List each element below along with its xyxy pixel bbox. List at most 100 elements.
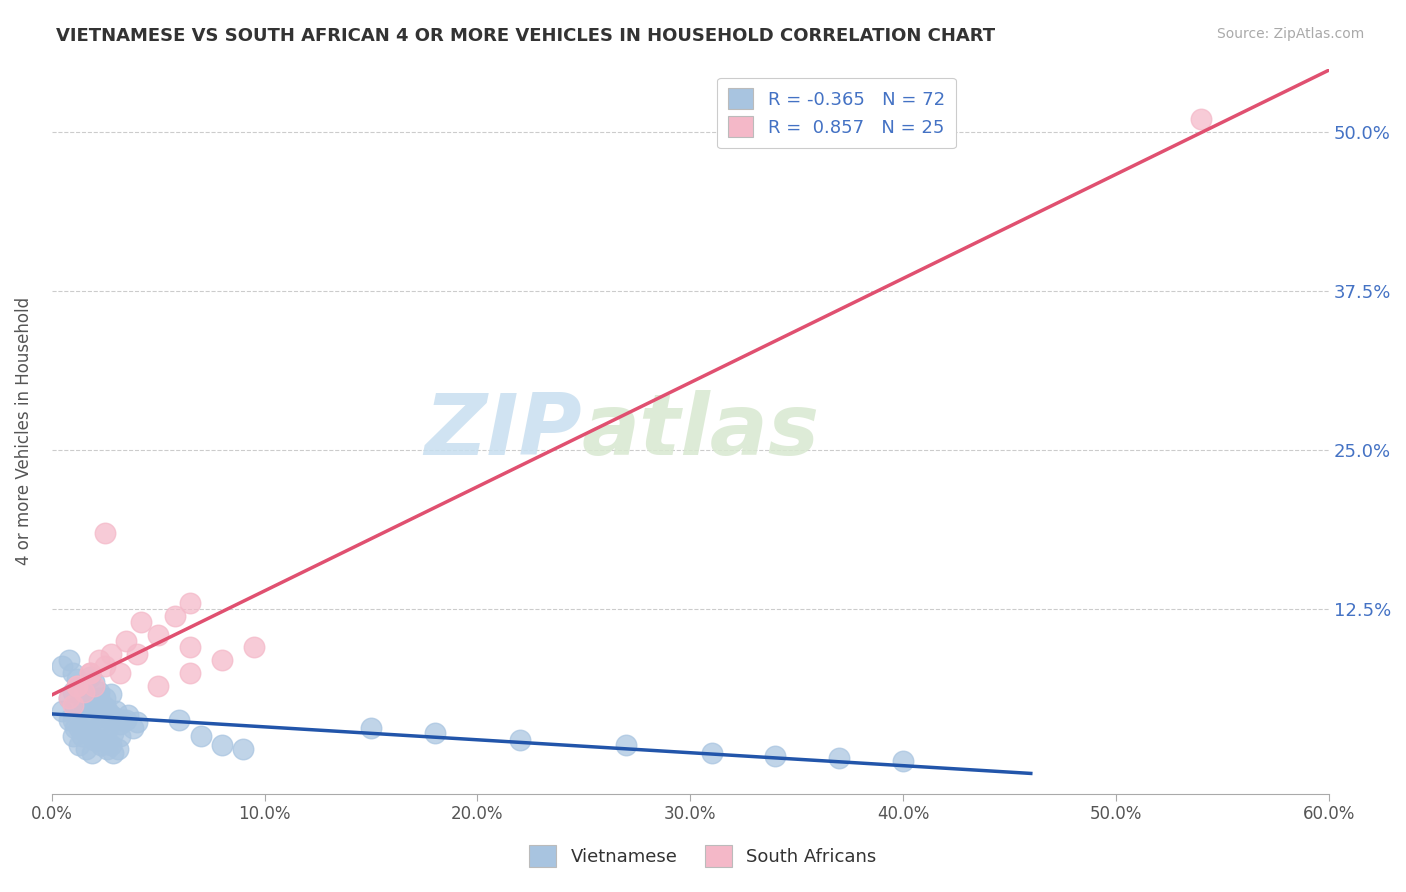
- Point: [125, 715, 148, 730]
- Point: [423, 725, 446, 739]
- Text: VIETNAMESE VS SOUTH AFRICAN 4 OR MORE VEHICLES IN HOUSEHOLD CORRELATION CHART: VIETNAMESE VS SOUTH AFRICAN 4 OR MORE VE…: [56, 27, 995, 45]
- Point: [125, 647, 148, 661]
- Point: [108, 716, 131, 731]
- Point: [104, 704, 127, 718]
- Point: [87, 685, 110, 699]
- Point: [891, 754, 914, 768]
- Point: [66, 672, 89, 686]
- Point: [79, 665, 101, 680]
- Legend: Vietnamese, South Africans: Vietnamese, South Africans: [522, 838, 884, 874]
- Point: [77, 713, 100, 727]
- Point: [211, 653, 233, 667]
- Point: [79, 670, 101, 684]
- Point: [190, 730, 212, 744]
- Point: [62, 713, 84, 727]
- Point: [79, 691, 101, 706]
- Point: [82, 746, 104, 760]
- Point: [179, 640, 201, 655]
- Point: [67, 721, 90, 735]
- Point: [360, 721, 382, 735]
- Point: [75, 725, 97, 739]
- Point: [94, 691, 117, 706]
- Point: [828, 751, 851, 765]
- Point: [62, 665, 84, 680]
- Point: [73, 679, 96, 693]
- Point: [129, 615, 152, 629]
- Point: [73, 698, 96, 712]
- Point: [67, 739, 90, 753]
- Point: [58, 713, 80, 727]
- Point: [763, 748, 786, 763]
- Point: [169, 713, 191, 727]
- Point: [58, 691, 80, 706]
- Point: [115, 713, 138, 727]
- Point: [73, 685, 96, 699]
- Point: [83, 700, 105, 714]
- Point: [70, 707, 93, 722]
- Point: [108, 730, 131, 744]
- Point: [103, 725, 125, 739]
- Point: [94, 730, 117, 744]
- Point: [211, 739, 233, 753]
- Text: atlas: atlas: [582, 390, 820, 473]
- Point: [179, 665, 201, 680]
- Point: [66, 679, 89, 693]
- Point: [100, 688, 122, 702]
- Point: [83, 733, 105, 747]
- Point: [62, 730, 84, 744]
- Point: [70, 730, 93, 744]
- Point: [103, 710, 125, 724]
- Point: [62, 698, 84, 712]
- Point: [87, 691, 110, 706]
- Point: [146, 679, 169, 693]
- Point: [100, 739, 122, 753]
- Point: [75, 691, 97, 706]
- Point: [616, 739, 638, 753]
- Point: [94, 525, 117, 540]
- Point: [79, 665, 101, 680]
- Point: [146, 627, 169, 641]
- Point: [90, 739, 112, 753]
- Point: [67, 679, 90, 693]
- Point: [63, 721, 86, 735]
- Point: [121, 721, 143, 735]
- Point: [96, 703, 118, 717]
- Point: [66, 679, 89, 693]
- Text: ZIP: ZIP: [425, 390, 582, 473]
- Point: [115, 634, 138, 648]
- Point: [232, 742, 254, 756]
- Point: [51, 704, 73, 718]
- Point: [111, 713, 134, 727]
- Point: [90, 707, 112, 722]
- Point: [58, 653, 80, 667]
- Point: [63, 700, 86, 714]
- Point: [117, 707, 139, 722]
- Point: [51, 659, 73, 673]
- Point: [100, 647, 122, 661]
- Point: [82, 730, 104, 744]
- Point: [75, 742, 97, 756]
- Point: [179, 596, 201, 610]
- Point: [108, 665, 131, 680]
- Point: [87, 653, 110, 667]
- Point: [96, 742, 118, 756]
- Point: [62, 685, 84, 699]
- Point: [509, 733, 531, 747]
- Point: [100, 707, 122, 722]
- Point: [58, 691, 80, 706]
- Y-axis label: 4 or more Vehicles in Household: 4 or more Vehicles in Household: [15, 297, 32, 566]
- Point: [82, 698, 104, 712]
- Point: [96, 723, 118, 737]
- Legend: R = -0.365   N = 72, R =  0.857   N = 25: R = -0.365 N = 72, R = 0.857 N = 25: [717, 78, 956, 148]
- Point: [83, 710, 105, 724]
- Point: [87, 733, 110, 747]
- Point: [243, 640, 266, 655]
- Text: Source: ZipAtlas.com: Source: ZipAtlas.com: [1216, 27, 1364, 41]
- Point: [700, 746, 723, 760]
- Point: [107, 742, 129, 756]
- Point: [77, 725, 100, 739]
- Point: [90, 716, 112, 731]
- Point: [165, 608, 187, 623]
- Point: [1189, 112, 1212, 127]
- Point: [94, 700, 117, 714]
